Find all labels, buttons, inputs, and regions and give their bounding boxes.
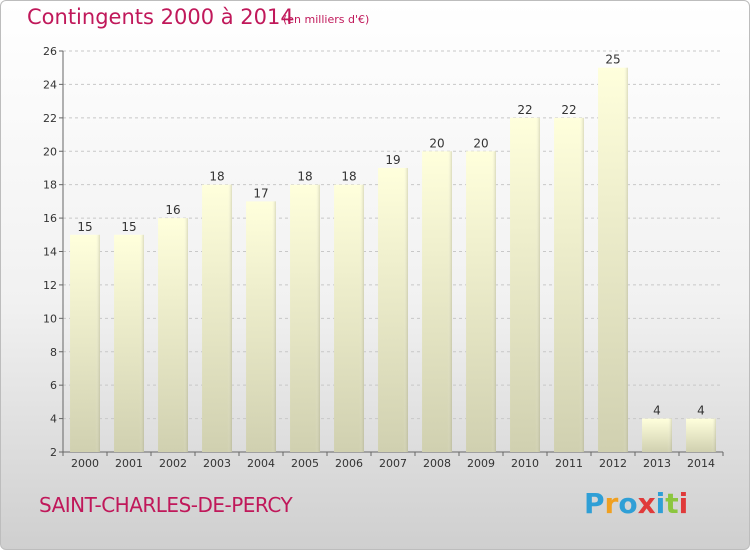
y-tick-label: 6 [50, 379, 57, 392]
logo-letter: i [678, 487, 689, 520]
bars [70, 67, 716, 453]
y-tick-label: 10 [43, 312, 57, 325]
x-tick-label-2002: 2002 [159, 457, 187, 470]
data-label-2004: 17 [253, 186, 268, 200]
x-tick-label-2011: 2011 [555, 457, 583, 470]
y-tick-label: 14 [43, 246, 57, 259]
y-tick-label: 24 [43, 78, 57, 91]
x-tick-labels: 2000 2001 2002 2003 2004 2005 2006 2007 2008 2009… [71, 457, 715, 470]
data-label-2003: 18 [209, 170, 224, 184]
y-tick-label: 12 [43, 279, 57, 292]
logo-letter: r [604, 487, 619, 520]
data-label-2014: 4 [697, 404, 705, 418]
data-labels: 15 15 16 18 17 18 18 19 20 20 22 22 25 4 4 [77, 53, 704, 418]
commune-name: SAINT-CHARLES-DE-PERCY [39, 493, 293, 517]
y-tick-label: 8 [50, 346, 57, 359]
y-tick-label: 4 [50, 413, 57, 426]
bar-shade-2014 [686, 418, 716, 452]
x-tick-label-2014: 2014 [687, 457, 715, 470]
x-tick-label-2007: 2007 [379, 457, 407, 470]
bar-shade-2009 [466, 151, 496, 452]
x-tick-label-2010: 2010 [511, 457, 539, 470]
data-label-2006: 18 [341, 170, 356, 184]
y-tick-label: 26 [43, 45, 57, 58]
logo-letter: o [618, 487, 638, 520]
x-tick-label-2003: 2003 [203, 457, 231, 470]
x-tick-label-2013: 2013 [643, 457, 671, 470]
x-tick-label-2008: 2008 [423, 457, 451, 470]
data-label-2007: 19 [385, 153, 400, 167]
bar-shade-2000 [70, 234, 100, 452]
logo-letter: i [655, 487, 666, 520]
chart-title: Contingents 2000 à 2014 [27, 5, 294, 29]
x-tick-label-2012: 2012 [599, 457, 627, 470]
data-label-2002: 16 [165, 203, 180, 217]
bar-shade-2003 [202, 184, 232, 452]
chart-subtitle: (en milliers d'€) [283, 13, 370, 26]
data-label-2000: 15 [77, 220, 92, 234]
y-tick-label: 16 [43, 212, 57, 225]
data-label-2008: 20 [429, 136, 444, 150]
data-label-2012: 25 [605, 53, 620, 67]
bar-shade-2007 [378, 167, 408, 453]
x-tick-label-2001: 2001 [115, 457, 143, 470]
x-tick-label-2009: 2009 [467, 457, 495, 470]
y-tick-label: 18 [43, 179, 57, 192]
data-label-2001: 15 [121, 220, 136, 234]
bar-shade-2001 [114, 234, 144, 452]
data-label-2010: 22 [517, 103, 532, 117]
logo-letter: t [665, 487, 679, 520]
bar-shade-2013 [642, 418, 672, 452]
bar-shade-2011 [554, 117, 584, 452]
x-tick-label-2006: 2006 [335, 457, 363, 470]
data-label-2011: 22 [561, 103, 576, 117]
bar-shade-2004 [246, 201, 276, 452]
x-tick-label-2000: 2000 [71, 457, 99, 470]
data-label-2005: 18 [297, 170, 312, 184]
bar-shade-2008 [422, 151, 452, 452]
y-tick-label: 2 [50, 446, 57, 459]
bar-shade-2006 [334, 184, 364, 452]
logo-letter: P [584, 487, 605, 520]
y-tick-label: 22 [43, 112, 57, 125]
proxiti-logo: Proxiti [584, 487, 688, 520]
logo-letter: x [637, 487, 656, 520]
bar-shade-2012 [598, 67, 628, 452]
data-label-2009: 20 [473, 136, 488, 150]
bar-shade-2005 [290, 184, 320, 452]
y-tick-label: 20 [43, 145, 57, 158]
bar-shade-2010 [510, 117, 540, 452]
x-tick-label-2004: 2004 [247, 457, 275, 470]
x-tick-label-2005: 2005 [291, 457, 319, 470]
bar-shade-2002 [158, 218, 188, 452]
data-label-2013: 4 [653, 404, 661, 418]
